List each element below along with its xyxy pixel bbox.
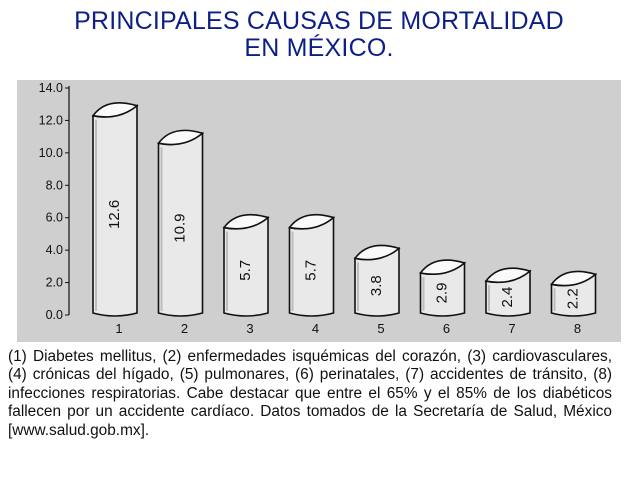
chart-title: PRINCIPALES CAUSAS DE MORTALIDAD EN MÉXI… [0, 8, 638, 62]
chart-title-line-2: EN MÉXICO. [244, 34, 394, 62]
bar-value-label: 12.6 [106, 200, 123, 229]
chart-title-line-1: PRINCIPALES CAUSAS DE MORTALIDAD [74, 7, 564, 35]
bar-top [550, 270, 598, 287]
bar-value-label: 2.4 [499, 287, 516, 308]
bar-top [419, 259, 467, 276]
x-category-label: 2 [181, 321, 188, 336]
bar-value-label: 5.7 [237, 260, 254, 281]
chart-panel: 0.0 2.0 4.0 6.0 8.0 10.0 12.0 14.0 12.6 1 10.9 2 5.7… [17, 80, 621, 342]
y-tick-label: 2.0 [46, 276, 63, 290]
y-tick-label: 10.0 [39, 146, 63, 160]
bar-top [91, 102, 139, 118]
bar-chart: 0.0 2.0 4.0 6.0 8.0 10.0 12.0 14.0 12.6 1 10.9 2 5.7… [39, 81, 598, 336]
bar-value-label: 10.9 [171, 214, 188, 243]
y-tick-label: 0.0 [46, 308, 63, 322]
y-tick-label: 12.0 [39, 113, 63, 127]
x-category-label: 7 [508, 321, 515, 336]
x-category-label: 5 [377, 321, 384, 336]
y-tick-label: 4.0 [46, 243, 63, 257]
bar-value-label: 3.8 [368, 275, 385, 296]
chart-caption: (1) Diabetes mellitus, (2) enfermedades … [8, 348, 612, 439]
bar-value-label: 5.7 [302, 260, 319, 281]
bar-top [353, 244, 401, 261]
bar-top [484, 267, 532, 284]
bar-top [222, 213, 270, 230]
y-tick-label: 8.0 [46, 178, 63, 192]
bar-value-label: 2.9 [433, 283, 450, 304]
x-category-label: 3 [246, 321, 253, 336]
x-category-label: 6 [443, 321, 450, 336]
bar-top [157, 129, 205, 146]
x-category-label: 1 [115, 321, 122, 336]
y-tick-label: 14.0 [39, 81, 63, 95]
x-category-label: 8 [574, 321, 581, 336]
y-tick-label: 6.0 [46, 211, 63, 225]
bar-top [288, 213, 336, 230]
bar-value-label: 2.2 [564, 288, 581, 309]
x-category-label: 4 [312, 321, 319, 336]
